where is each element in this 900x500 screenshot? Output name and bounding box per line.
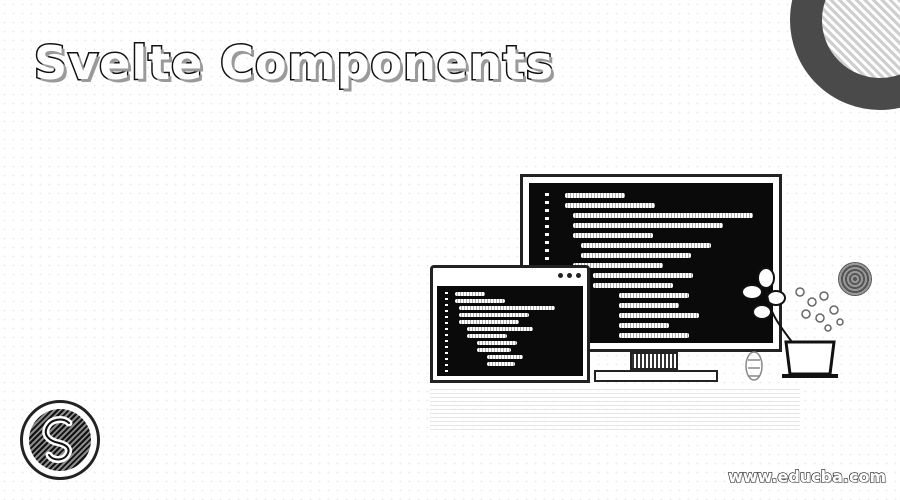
- code-line: [459, 313, 529, 317]
- plant-stem: [765, 287, 793, 343]
- code-line: [573, 213, 753, 218]
- potted-plant-illustration: [741, 267, 844, 381]
- code-line: [593, 283, 673, 288]
- vase-pattern: [745, 351, 763, 381]
- banner-title: Svelte Components: [32, 36, 555, 90]
- code-line: [565, 203, 655, 208]
- code-line: [573, 263, 663, 268]
- code-line: [477, 348, 511, 352]
- code-line: [467, 327, 533, 331]
- code-line: [573, 233, 653, 238]
- code-line: [581, 253, 691, 258]
- code-line: [487, 355, 523, 359]
- code-line: [619, 293, 689, 298]
- pot-saucer: [782, 374, 838, 378]
- plant-pot: [784, 340, 836, 376]
- decorative-circle: [838, 262, 872, 296]
- code-line: [455, 292, 485, 296]
- plant-leaves: [741, 267, 786, 320]
- code-line: [573, 223, 723, 228]
- code-line: [459, 320, 519, 324]
- flower-sprigs: [795, 287, 844, 332]
- code-line: [459, 306, 555, 310]
- code-line: [487, 362, 515, 366]
- code-line: [619, 303, 679, 308]
- code-line: [593, 273, 693, 278]
- monitor-base: [594, 370, 718, 382]
- svelte-s-icon: [42, 416, 73, 463]
- code-line: [619, 323, 669, 328]
- site-url: www.educba.com: [727, 466, 886, 486]
- code-line: [565, 193, 625, 198]
- window-screen: [437, 286, 583, 376]
- code-line: [477, 341, 517, 345]
- monitor-stand: [630, 352, 678, 370]
- code-line: [455, 299, 505, 303]
- code-line: [467, 334, 507, 338]
- line-gutter: [445, 292, 448, 372]
- code-line: [581, 243, 711, 248]
- window-controls: [558, 273, 581, 278]
- code-line: [619, 333, 689, 338]
- code-window-illustration: [430, 265, 590, 383]
- code-line: [619, 313, 699, 318]
- floor-reflection: [430, 386, 800, 430]
- svelte-logo-icon: [20, 400, 100, 480]
